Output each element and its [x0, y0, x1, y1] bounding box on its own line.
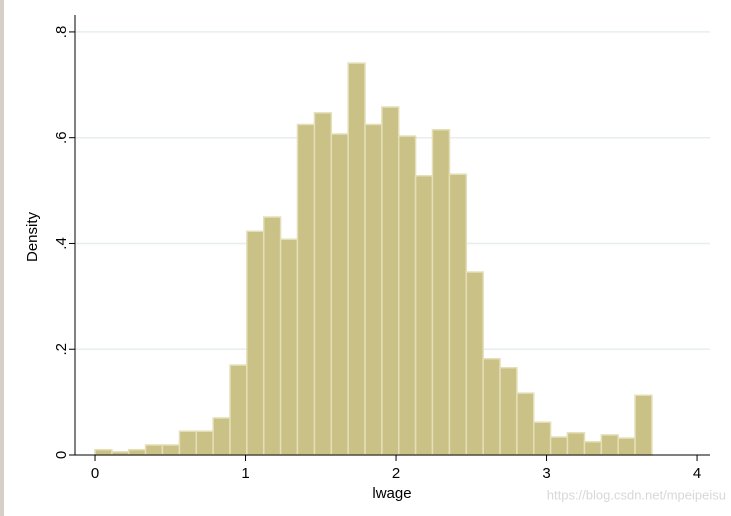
bar [127, 448, 147, 456]
bar [600, 434, 619, 456]
window-edge [0, 0, 4, 516]
bar [533, 421, 552, 456]
bar [381, 106, 400, 456]
bar [246, 230, 265, 456]
bar [499, 366, 518, 456]
x-tick-label: 3 [542, 465, 550, 482]
bar [431, 129, 451, 456]
bar [364, 123, 383, 456]
bar [347, 62, 366, 456]
y-tick-label: .6 [53, 131, 70, 144]
bar [397, 135, 417, 456]
bar [229, 364, 248, 456]
bar [634, 394, 653, 456]
bar [482, 358, 501, 456]
bar [516, 392, 535, 456]
bar [448, 173, 468, 456]
bar [212, 417, 231, 456]
watermark: https://blog.csdn.net/mpeipeisu [547, 487, 726, 502]
x-tick-label: 2 [392, 465, 400, 482]
bar [465, 271, 484, 456]
bar [330, 133, 349, 456]
bar [566, 432, 586, 456]
bar [262, 216, 282, 456]
x-tick-label: 4 [693, 465, 701, 482]
y-tick-label: 0 [53, 451, 70, 459]
bar [178, 430, 198, 456]
bar [296, 123, 316, 456]
bar [313, 112, 333, 456]
bar [414, 175, 434, 456]
bar [279, 238, 299, 456]
x-tick-label: 0 [91, 465, 99, 482]
bar [144, 444, 164, 456]
y-axis-title: Density [24, 211, 41, 262]
bar [549, 436, 569, 456]
y-tick-label: .2 [53, 343, 70, 356]
x-axis-title: lwage [372, 485, 411, 502]
bar [617, 437, 636, 456]
bar [195, 430, 214, 456]
y-tick-label: .4 [53, 237, 70, 250]
x-tick-label: 1 [241, 465, 249, 482]
bar [94, 448, 113, 456]
bar [161, 444, 181, 456]
bar [583, 441, 603, 456]
y-tick-label: .8 [53, 26, 70, 39]
